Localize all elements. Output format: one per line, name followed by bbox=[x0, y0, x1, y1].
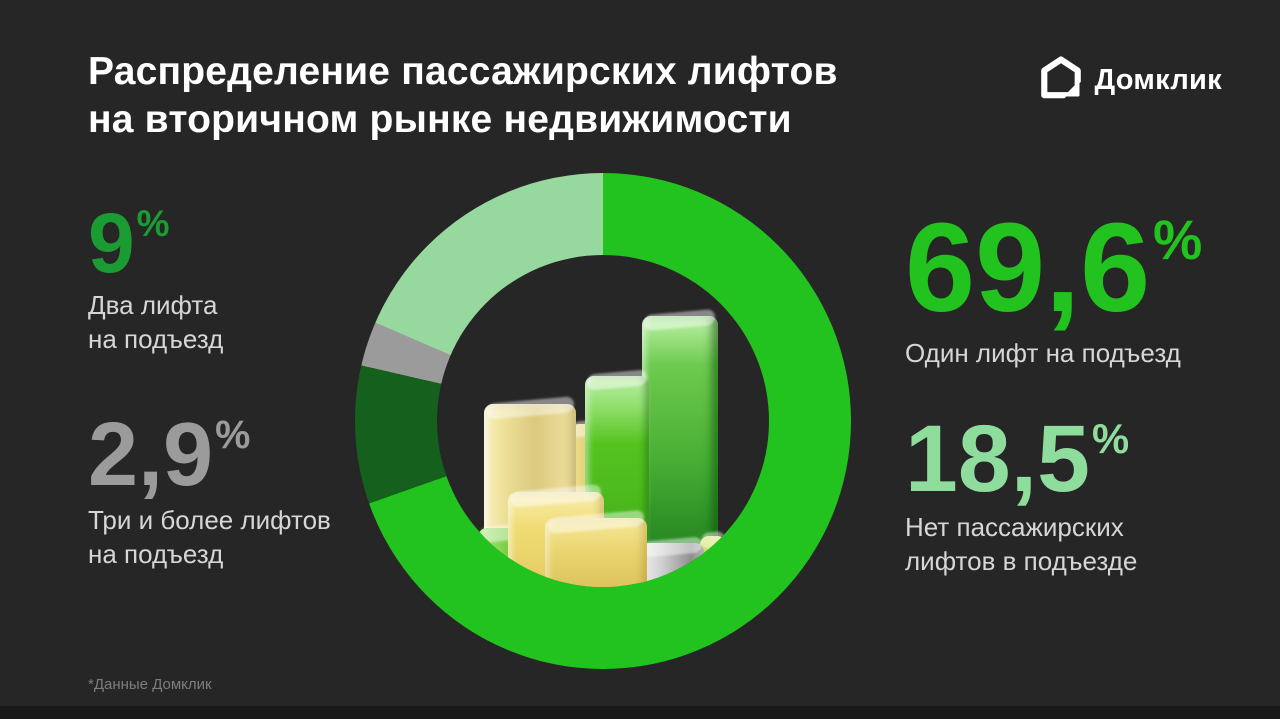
stat-label: Один лифт на подъезд bbox=[905, 338, 1181, 368]
stat-two-lifts: 9% Два лифта на подъезд bbox=[88, 201, 223, 357]
stat-label: Нет пассажирских лифтов в подъезде bbox=[905, 512, 1138, 576]
page-title: Распределение пассажирских лифтов на вто… bbox=[88, 50, 838, 141]
domclick-house-icon bbox=[1039, 56, 1084, 105]
stat-value: 69,6% bbox=[905, 205, 1202, 331]
donut-hole bbox=[437, 255, 769, 587]
stat-label: Два лифта на подъезд bbox=[88, 290, 224, 354]
stat-number: 18,5 bbox=[905, 406, 1090, 512]
percent-sign: % bbox=[136, 203, 170, 245]
glass-bar bbox=[545, 518, 647, 587]
stat-one-lift: 69,6% Один лифт на подъезд bbox=[905, 205, 1202, 371]
stat-three-plus-lifts: 2,9% Три и более лифтов на подъезд bbox=[88, 410, 331, 572]
domclick-logo: Домклик bbox=[1039, 56, 1222, 105]
donut-chart bbox=[355, 173, 851, 669]
data-source-note: *Данные Домклик bbox=[88, 676, 212, 693]
stat-number: 2,9 bbox=[88, 405, 214, 505]
stat-number: 9 bbox=[88, 196, 135, 290]
glass-bar bbox=[700, 536, 726, 587]
stat-label: Три и более лифтов на подъезд bbox=[88, 505, 331, 569]
stat-no-lifts: 18,5% Нет пассажирских лифтов в подъезде bbox=[905, 412, 1137, 579]
stat-value: 9% bbox=[88, 201, 223, 285]
percent-sign: % bbox=[1153, 208, 1203, 271]
domclick-logo-text: Домклик bbox=[1094, 64, 1222, 96]
stat-number: 69,6 bbox=[905, 197, 1151, 338]
bottom-bar bbox=[0, 706, 1280, 719]
percent-sign: % bbox=[215, 412, 251, 457]
glass-bar bbox=[640, 543, 704, 587]
stat-value: 2,9% bbox=[88, 410, 331, 500]
stat-value: 18,5% bbox=[905, 412, 1137, 507]
percent-sign: % bbox=[1091, 414, 1130, 462]
